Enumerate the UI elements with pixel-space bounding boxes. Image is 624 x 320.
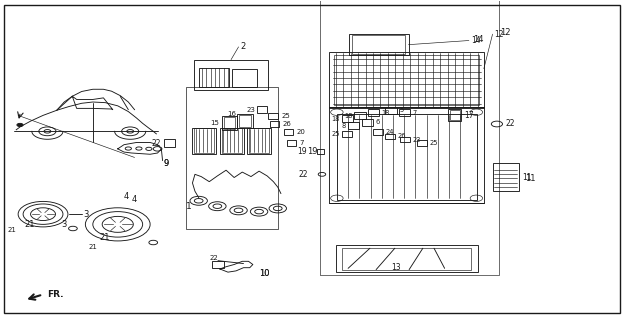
Bar: [192, 127, 216, 154]
Text: 19: 19: [307, 147, 318, 156]
Text: 4: 4: [124, 192, 129, 201]
Bar: [320, 0, 499, 275]
Text: 8: 8: [342, 123, 346, 129]
Text: 1: 1: [186, 202, 192, 211]
Text: 11: 11: [525, 174, 535, 183]
Text: 18: 18: [344, 113, 353, 119]
Bar: [417, 140, 427, 146]
Text: 22: 22: [151, 139, 161, 148]
Bar: [342, 248, 471, 270]
Text: 9: 9: [164, 159, 169, 168]
Bar: [342, 131, 352, 137]
Text: 25: 25: [281, 113, 290, 119]
Text: 7: 7: [413, 109, 417, 116]
Text: 4: 4: [132, 195, 137, 204]
Bar: [247, 127, 271, 154]
Text: 11: 11: [522, 173, 531, 182]
Bar: [194, 128, 214, 153]
Text: 2: 2: [240, 42, 246, 51]
Bar: [329, 108, 484, 203]
Text: 24: 24: [386, 129, 394, 135]
Text: 14: 14: [470, 36, 480, 45]
Text: 25: 25: [331, 131, 340, 137]
Text: 21: 21: [24, 220, 35, 229]
Text: 21: 21: [89, 244, 97, 250]
Bar: [349, 34, 409, 55]
Bar: [287, 140, 296, 146]
Bar: [492, 163, 519, 191]
Bar: [270, 121, 279, 126]
Bar: [348, 123, 359, 129]
Bar: [212, 261, 223, 268]
Text: 18: 18: [382, 109, 390, 116]
Text: 12: 12: [494, 30, 504, 39]
Bar: [193, 60, 268, 90]
Text: 26: 26: [398, 133, 406, 140]
Bar: [222, 116, 237, 130]
Bar: [336, 245, 477, 272]
Bar: [334, 55, 479, 105]
Text: 22: 22: [299, 170, 308, 179]
Bar: [368, 109, 379, 116]
Text: 18: 18: [331, 116, 340, 122]
Text: 14: 14: [472, 35, 483, 44]
Bar: [220, 127, 243, 154]
Bar: [317, 148, 324, 154]
Text: 17: 17: [464, 111, 474, 120]
Bar: [386, 133, 396, 139]
Text: 25: 25: [429, 140, 437, 146]
Text: 3: 3: [83, 210, 88, 219]
Bar: [164, 139, 175, 147]
Bar: [362, 119, 373, 125]
Circle shape: [17, 123, 23, 126]
Text: 19: 19: [298, 147, 307, 156]
Bar: [239, 115, 251, 126]
Bar: [232, 69, 257, 87]
Bar: [399, 109, 411, 116]
Bar: [342, 116, 353, 123]
Text: FR.: FR.: [47, 290, 64, 299]
Text: 3: 3: [62, 220, 67, 229]
Bar: [373, 129, 383, 135]
Text: 22: 22: [505, 119, 515, 129]
Bar: [198, 68, 228, 87]
Bar: [223, 117, 235, 129]
Bar: [386, 107, 397, 114]
Bar: [353, 36, 406, 54]
Text: 16: 16: [227, 111, 236, 117]
Text: 9: 9: [164, 159, 169, 168]
Text: 12: 12: [500, 28, 510, 37]
Text: 26: 26: [282, 121, 291, 127]
Text: 6: 6: [376, 119, 380, 125]
Bar: [268, 114, 278, 119]
Text: 21: 21: [8, 227, 17, 233]
Text: 21: 21: [99, 233, 110, 242]
Bar: [329, 52, 484, 108]
Text: 7: 7: [300, 140, 304, 146]
Text: 5: 5: [399, 107, 403, 113]
Bar: [401, 137, 411, 142]
Text: 13: 13: [392, 263, 401, 272]
Bar: [186, 87, 278, 228]
Text: 15: 15: [210, 120, 218, 126]
Text: 10: 10: [259, 268, 270, 278]
Text: 22: 22: [209, 255, 218, 261]
Bar: [448, 109, 461, 121]
Bar: [222, 128, 241, 153]
Bar: [257, 107, 267, 113]
Bar: [237, 114, 253, 127]
Text: 20: 20: [296, 129, 305, 135]
Text: 10: 10: [259, 268, 270, 278]
Bar: [249, 128, 269, 153]
Text: 23: 23: [413, 137, 421, 143]
Bar: [337, 114, 477, 200]
Text: 23: 23: [246, 107, 255, 113]
Bar: [450, 110, 459, 120]
Bar: [354, 112, 366, 119]
Bar: [284, 129, 293, 135]
